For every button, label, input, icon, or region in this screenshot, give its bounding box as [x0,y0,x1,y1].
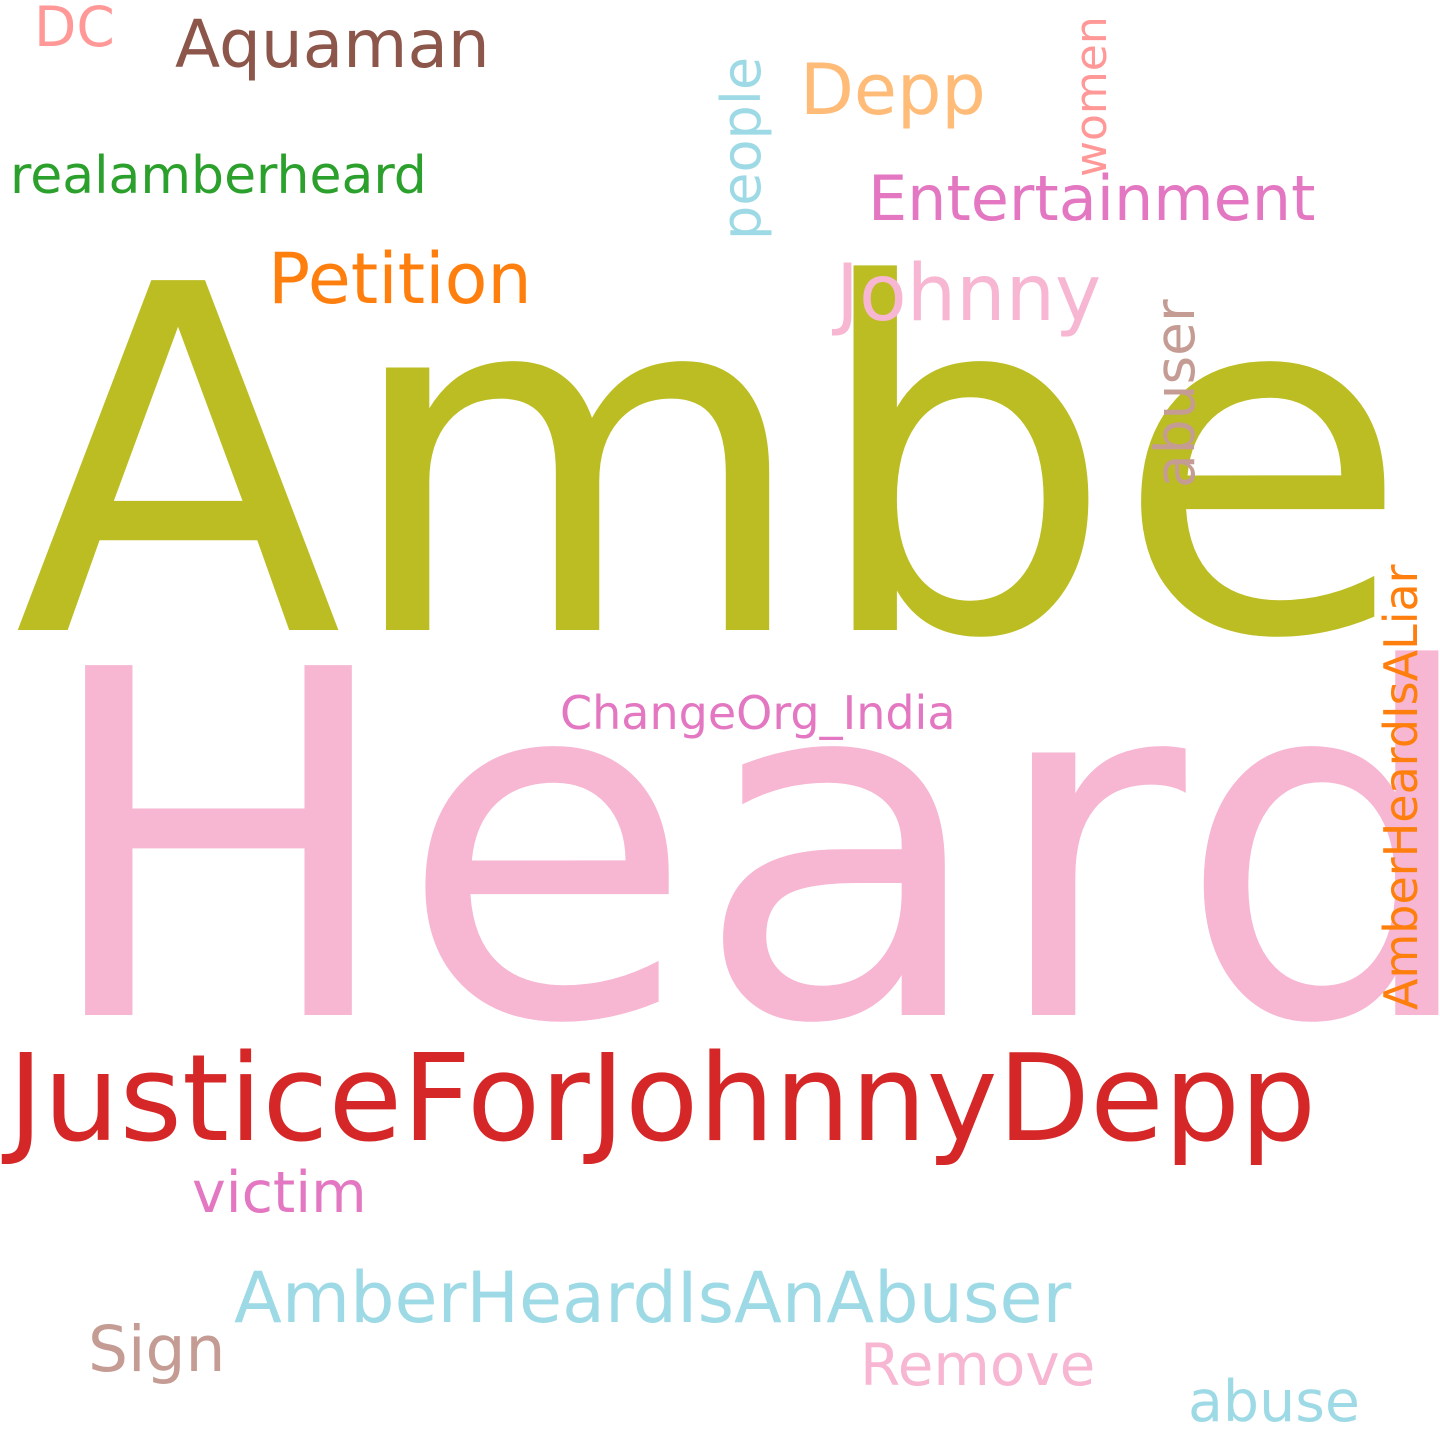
word-entertainment: Entertainment [868,162,1316,235]
word-people: people [710,56,773,240]
word-abuse: abuse [1188,1369,1361,1435]
word-heard: Heard [38,570,1440,1129]
word-amber: Amber [14,185,1440,744]
word-dc: DC [34,0,115,59]
word-amberheardisanabuser: AmberHeardIsAnAbuser [234,1257,1072,1339]
word-victim: victim [192,1160,367,1226]
word-depp: Depp [800,49,986,131]
word-realamberheard: realamberheard [10,146,427,206]
word-abuser: abuser [1143,299,1207,488]
word-sign: Sign [88,1313,226,1386]
word-petition: Petition [268,238,532,320]
word-aquaman: Aquaman [175,6,490,83]
word-changeorg-india: ChangeOrg_India [560,686,956,740]
word-remove: Remove [860,1331,1096,1399]
word-justiceforjohnnydepp: JusticeForJohnnyDepp [8,1030,1317,1169]
word-amberheardisaliar: AmberHeardIsALiar [1374,564,1428,1010]
word-women: women [1066,16,1117,177]
word-johnny: Johnny [836,249,1102,339]
